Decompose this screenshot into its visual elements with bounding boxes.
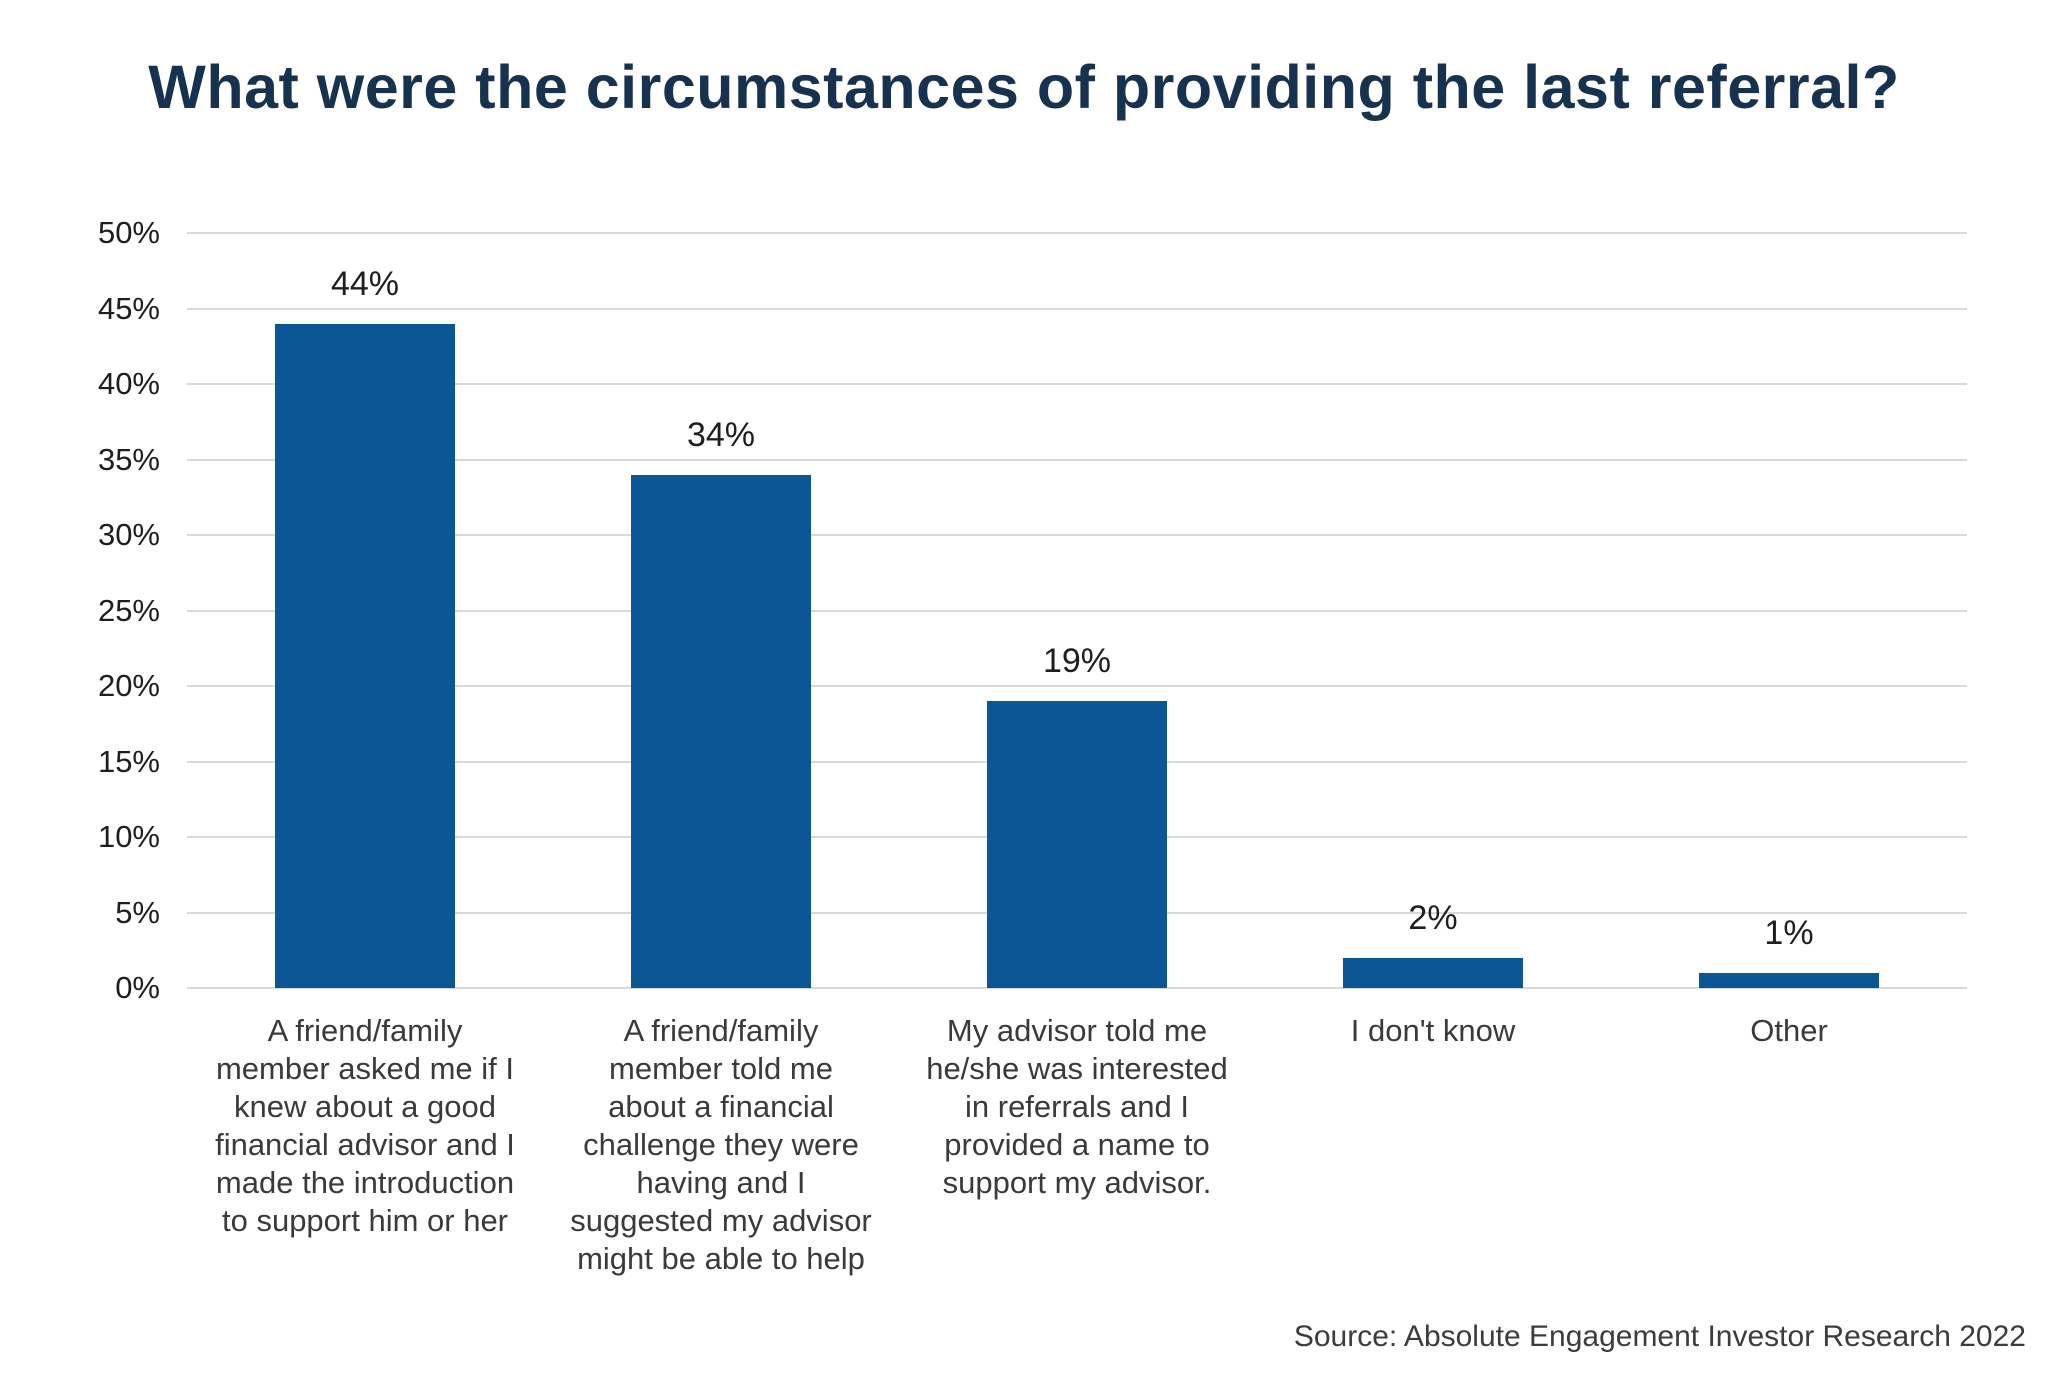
source-caption: Source: Absolute Engagement Investor Res… [1293,1320,2026,1353]
bar-value-label: 34% [686,416,756,454]
bar-value-label: 44% [330,265,400,303]
y-axis-tick-label: 0% [115,970,160,1005]
y-axis-tick-label: 40% [97,366,160,401]
y-axis-tick-label: 10% [97,819,160,854]
y-axis-tick-label: 45% [97,290,160,326]
y-axis-tick-label: 35% [97,441,160,477]
bar [1343,958,1523,988]
gridline [187,232,1967,234]
bar-value-label: 2% [1408,899,1458,937]
category-label: A friend/family member told me about a f… [570,1013,872,1276]
gridline [187,685,1967,687]
bar [1699,973,1879,988]
bar [987,701,1167,988]
bar-value-label: 1% [1764,914,1814,952]
category-label: Other [1750,1013,1828,1048]
gridline [187,307,1967,310]
y-axis-tick-label: 50% [97,215,160,250]
y-axis-tick-label: 25% [97,592,160,628]
y-axis-tick-label: 20% [97,668,160,703]
bar [631,475,811,988]
y-axis-tick-label: 30% [97,517,160,552]
gridline [187,383,1967,385]
y-axis-tick-label: 5% [115,894,160,930]
bar-value-label: 19% [1042,642,1112,680]
gridline [187,458,1967,461]
category-label: I don't know [1350,1013,1516,1048]
y-axis-tick-label: 15% [97,743,160,779]
bar [275,324,455,988]
gridline [187,987,1967,989]
gridline [187,534,1967,536]
gridline [187,609,1967,612]
chart-title: What were the circumstances of providing… [148,53,1900,121]
category-label: My advisor told me he/she was interested… [926,1013,1228,1200]
category-label: A friend/family member asked me if I kne… [215,1013,515,1238]
